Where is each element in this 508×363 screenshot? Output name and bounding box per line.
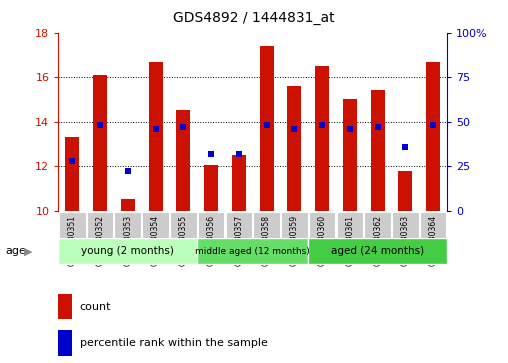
FancyBboxPatch shape [170, 212, 197, 241]
Text: GSM1230352: GSM1230352 [96, 215, 105, 266]
Text: GSM1230357: GSM1230357 [234, 215, 243, 266]
Bar [66, 137, 79, 211]
Bar [93, 75, 107, 211]
Bar [288, 86, 301, 211]
Bar [426, 62, 440, 211]
FancyBboxPatch shape [58, 238, 197, 264]
FancyBboxPatch shape [308, 238, 447, 264]
FancyBboxPatch shape [226, 212, 252, 241]
Text: age: age [5, 246, 26, 256]
Text: GDS4892 / 1444831_at: GDS4892 / 1444831_at [173, 11, 335, 25]
Text: GSM1230360: GSM1230360 [318, 215, 327, 266]
Text: young (2 months): young (2 months) [81, 246, 174, 256]
Text: GSM1230364: GSM1230364 [429, 215, 438, 266]
FancyBboxPatch shape [197, 238, 308, 264]
Bar [315, 66, 329, 211]
FancyBboxPatch shape [364, 212, 391, 241]
Text: GSM1230351: GSM1230351 [68, 215, 77, 266]
FancyBboxPatch shape [253, 212, 280, 241]
FancyBboxPatch shape [198, 212, 225, 241]
FancyBboxPatch shape [142, 212, 169, 241]
FancyBboxPatch shape [309, 212, 335, 241]
Text: GSM1230359: GSM1230359 [290, 215, 299, 266]
Bar [260, 46, 273, 211]
Bar [204, 165, 218, 211]
Text: percentile rank within the sample: percentile rank within the sample [80, 338, 268, 348]
Text: GSM1230353: GSM1230353 [123, 215, 132, 266]
Bar [398, 171, 412, 211]
Text: GSM1230358: GSM1230358 [262, 215, 271, 266]
Text: aged (24 months): aged (24 months) [331, 246, 424, 256]
Bar [371, 90, 385, 211]
Text: ▶: ▶ [24, 246, 33, 256]
Text: GSM1230363: GSM1230363 [401, 215, 410, 266]
FancyBboxPatch shape [87, 212, 113, 241]
Bar [121, 199, 135, 211]
Bar [149, 62, 163, 211]
FancyBboxPatch shape [59, 212, 86, 241]
Text: GSM1230362: GSM1230362 [373, 215, 382, 266]
FancyBboxPatch shape [420, 212, 447, 241]
Bar [232, 155, 246, 211]
Text: GSM1230355: GSM1230355 [179, 215, 188, 266]
FancyBboxPatch shape [281, 212, 308, 241]
FancyBboxPatch shape [337, 212, 363, 241]
FancyBboxPatch shape [392, 212, 419, 241]
Text: GSM1230354: GSM1230354 [151, 215, 160, 266]
Text: middle aged (12 months): middle aged (12 months) [196, 247, 310, 256]
Bar [58, 330, 72, 356]
Bar [343, 99, 357, 211]
Text: count: count [80, 302, 111, 312]
Bar [176, 110, 190, 211]
FancyBboxPatch shape [114, 212, 141, 241]
Text: GSM1230356: GSM1230356 [207, 215, 215, 266]
Bar [58, 294, 72, 319]
Text: GSM1230361: GSM1230361 [345, 215, 355, 266]
